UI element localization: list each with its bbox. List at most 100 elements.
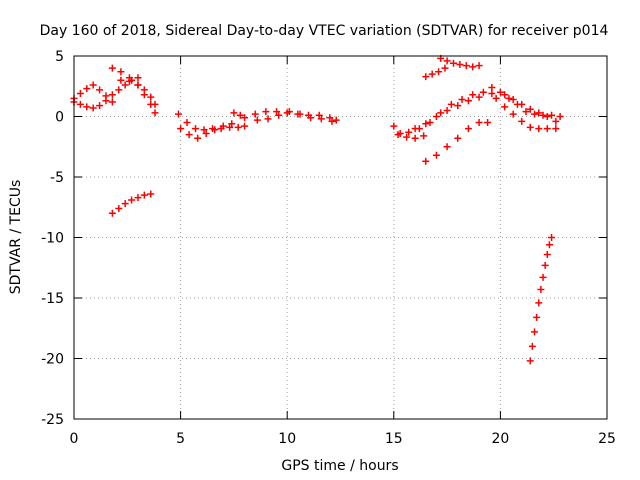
data-point bbox=[76, 100, 84, 108]
data-point bbox=[194, 134, 202, 142]
data-point bbox=[552, 117, 560, 125]
data-point bbox=[422, 120, 430, 128]
data-point bbox=[147, 190, 155, 198]
data-point bbox=[307, 114, 315, 122]
y-tick-labels: -25 -20 -15 -10 -5 0 5 bbox=[41, 49, 64, 428]
y-tick-label: -5 bbox=[50, 170, 64, 186]
data-point bbox=[469, 91, 477, 99]
y-axis-label: SDTVAR / TECUs bbox=[8, 180, 24, 295]
x-tick-labels: 0 5 10 15 20 25 bbox=[70, 431, 616, 447]
data-point bbox=[518, 100, 526, 108]
data-point bbox=[526, 105, 534, 113]
data-point bbox=[151, 109, 159, 117]
data-point bbox=[253, 116, 261, 124]
data-point bbox=[192, 125, 200, 133]
data-point bbox=[202, 129, 210, 137]
chart-title: Day 160 of 2018, Sidereal Day-to-day VTE… bbox=[40, 23, 609, 39]
data-point bbox=[475, 93, 483, 101]
data-point bbox=[121, 81, 129, 89]
data-point bbox=[241, 114, 249, 122]
data-points bbox=[70, 54, 564, 365]
data-point bbox=[219, 122, 227, 130]
data-point bbox=[543, 113, 551, 120]
data-point bbox=[200, 126, 208, 134]
data-point bbox=[332, 116, 340, 124]
data-point bbox=[241, 122, 249, 130]
data-point bbox=[543, 125, 551, 133]
data-point bbox=[121, 200, 129, 208]
data-point bbox=[441, 64, 449, 72]
data-point bbox=[128, 196, 136, 204]
data-point bbox=[443, 106, 451, 114]
data-point bbox=[422, 73, 430, 81]
series-arc-t bbox=[526, 234, 556, 365]
data-point bbox=[403, 133, 411, 141]
data-point bbox=[228, 120, 236, 128]
series-arc-s bbox=[501, 91, 560, 125]
data-point bbox=[501, 103, 509, 111]
data-point bbox=[262, 108, 270, 116]
data-point bbox=[541, 261, 549, 269]
data-point bbox=[420, 132, 428, 140]
data-point bbox=[264, 115, 272, 123]
data-point bbox=[115, 204, 123, 212]
data-point bbox=[76, 90, 84, 98]
data-point bbox=[108, 209, 116, 217]
data-point bbox=[125, 77, 133, 85]
data-point bbox=[183, 119, 191, 127]
data-point bbox=[437, 109, 445, 117]
data-point bbox=[83, 103, 91, 111]
data-point bbox=[134, 81, 142, 89]
data-point bbox=[539, 273, 547, 281]
data-point bbox=[317, 115, 325, 123]
data-point bbox=[464, 97, 472, 105]
data-point bbox=[108, 98, 116, 106]
data-point bbox=[556, 113, 564, 120]
y-tick-label: 5 bbox=[55, 49, 64, 65]
y-tick-label: -25 bbox=[41, 412, 64, 428]
data-point bbox=[526, 357, 534, 365]
data-point bbox=[552, 125, 560, 133]
data-point bbox=[475, 62, 483, 70]
y-tick-label: -10 bbox=[41, 231, 64, 247]
data-point bbox=[535, 125, 543, 133]
data-point bbox=[296, 110, 304, 118]
data-point bbox=[456, 60, 464, 68]
data-point bbox=[432, 151, 440, 159]
data-point bbox=[531, 328, 539, 336]
series-arc-m bbox=[411, 93, 483, 133]
data-point bbox=[447, 100, 455, 108]
series-arc-r bbox=[492, 94, 560, 133]
axis-ticks bbox=[73, 55, 608, 420]
data-point bbox=[545, 241, 553, 249]
series-arc-n bbox=[422, 119, 492, 165]
data-point bbox=[230, 109, 238, 117]
data-point bbox=[484, 119, 492, 127]
data-point bbox=[315, 111, 323, 119]
x-tick-label: 0 bbox=[70, 431, 79, 447]
data-point bbox=[462, 62, 470, 70]
data-point bbox=[405, 128, 413, 136]
data-point bbox=[535, 299, 543, 307]
data-point bbox=[454, 102, 462, 110]
series-arc-g bbox=[177, 120, 236, 142]
data-point bbox=[509, 110, 517, 118]
data-point bbox=[147, 93, 155, 101]
data-point bbox=[426, 119, 434, 127]
data-point bbox=[464, 125, 472, 133]
data-point bbox=[496, 88, 504, 96]
data-point bbox=[488, 83, 496, 91]
data-point bbox=[177, 125, 185, 133]
data-point bbox=[390, 122, 398, 130]
data-point bbox=[537, 286, 545, 294]
data-point bbox=[505, 94, 513, 102]
data-point bbox=[531, 110, 539, 118]
data-point bbox=[435, 68, 443, 76]
data-point bbox=[394, 131, 402, 139]
data-point bbox=[488, 90, 496, 98]
data-point bbox=[102, 97, 110, 105]
data-point bbox=[226, 123, 234, 131]
data-point bbox=[454, 134, 462, 142]
